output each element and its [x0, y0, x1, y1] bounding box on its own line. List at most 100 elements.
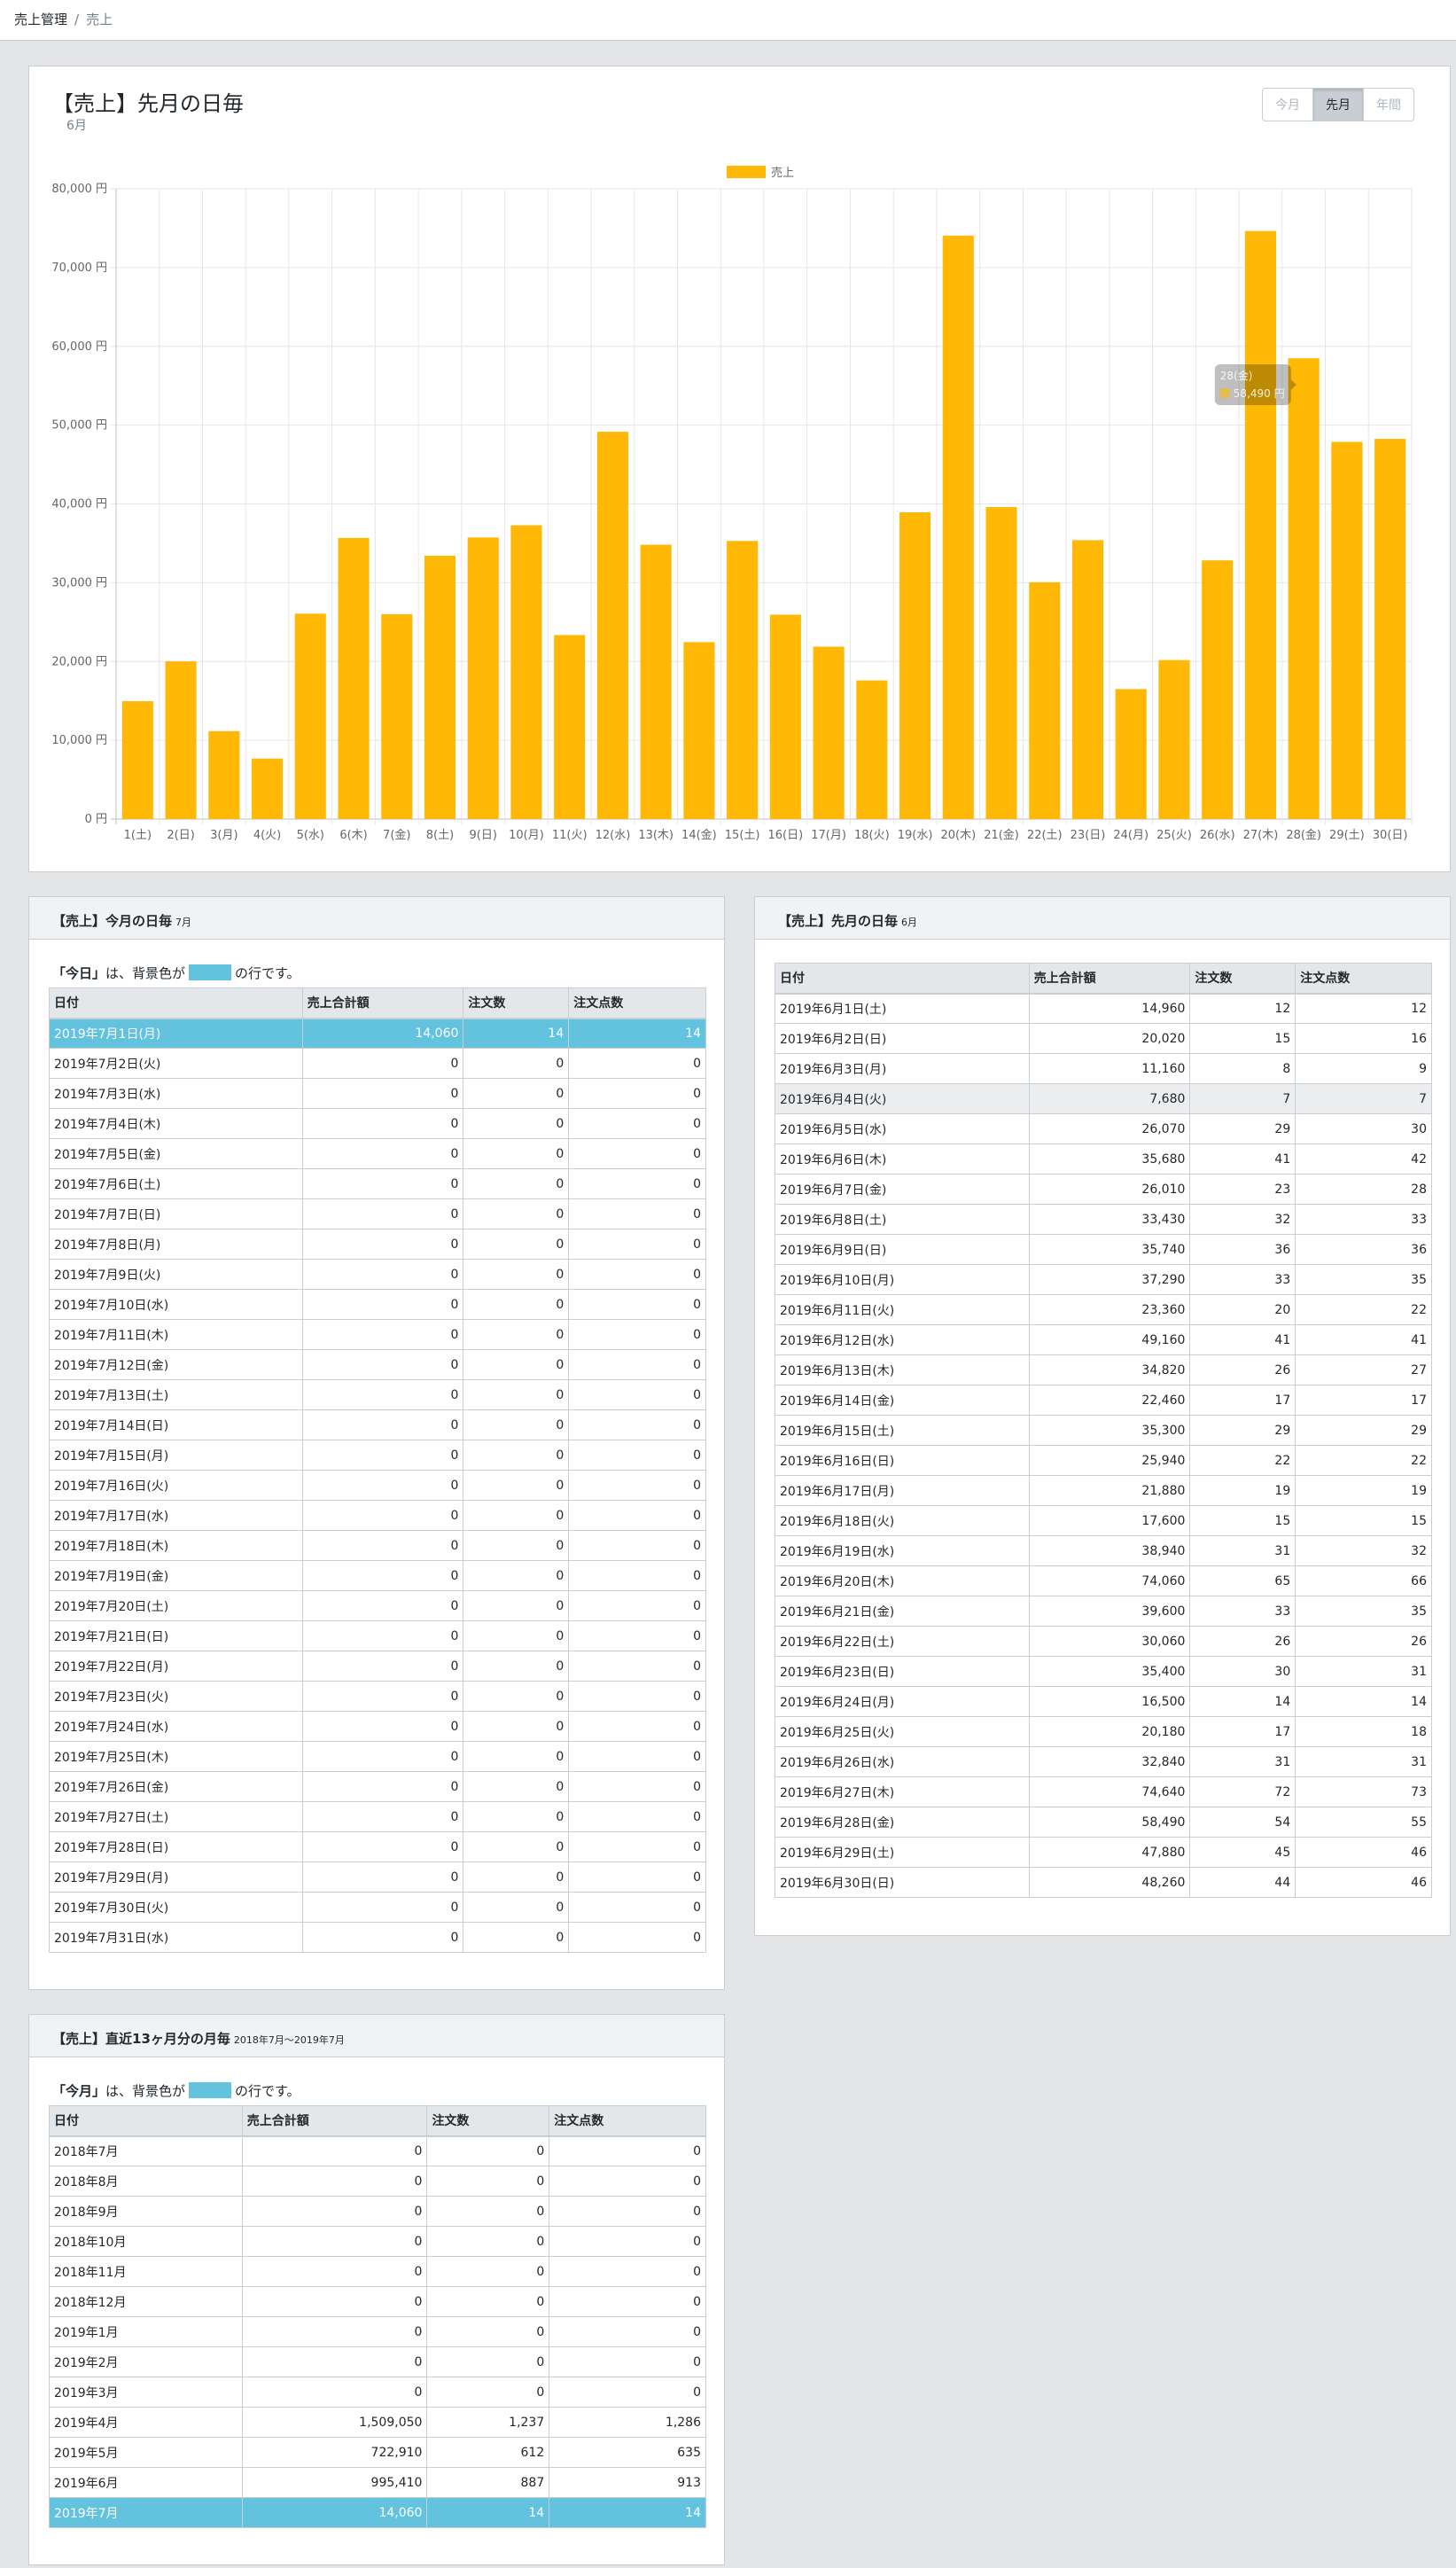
table-row[interactable]: 2019年7月20日(土) 0 0 0	[49, 1590, 706, 1621]
cell-order-count: 0	[463, 1078, 570, 1109]
table-row[interactable]: 2019年7月18日(木) 0 0 0	[49, 1530, 706, 1561]
col-header-sales-total[interactable]: 売上合計額	[301, 987, 464, 1019]
cell-item-count: 73	[1295, 1776, 1432, 1807]
table-row[interactable]: 2019年5月 722,910 612 635	[49, 2437, 706, 2468]
table-row[interactable]: 2019年6月28日(金) 58,490 54 55	[775, 1807, 1432, 1838]
table-row[interactable]: 2019年7月25日(木) 0 0 0	[49, 1741, 706, 1772]
table-row[interactable]: 2019年7月30日(火) 0 0 0	[49, 1892, 706, 1923]
table-row[interactable]: 2019年6月6日(木) 35,680 41 42	[775, 1144, 1432, 1175]
cell-date: 2018年9月	[49, 2196, 243, 2227]
table-row[interactable]: 2019年6月7日(金) 26,010 23 28	[775, 1174, 1432, 1205]
table-row[interactable]: 2019年7月7日(日) 0 0 0	[49, 1198, 706, 1229]
table-row[interactable]: 2019年3月 0 0 0	[49, 2377, 706, 2408]
cell-sales-total: 58,490	[1028, 1807, 1191, 1838]
col-header-item-count[interactable]: 注文点数	[549, 2105, 706, 2137]
col-header-item-count[interactable]: 注文点数	[1295, 963, 1432, 995]
table-row[interactable]: 2019年6月13日(木) 34,820 26 27	[775, 1354, 1432, 1385]
table-row[interactable]: 2019年7月1日(月) 14,060 14 14	[49, 1018, 706, 1049]
table-row[interactable]: 2019年6月3日(月) 11,160 8 9	[775, 1053, 1432, 1084]
col-header-date[interactable]: 日付	[775, 963, 1030, 995]
table-row[interactable]: 2018年7月 0 0 0	[49, 2135, 706, 2166]
table-row[interactable]: 2019年7月19日(金) 0 0 0	[49, 1560, 706, 1591]
table-row[interactable]: 2019年6月30日(日) 48,260 44 46	[775, 1867, 1432, 1898]
table-row[interactable]: 2019年7月5日(金) 0 0 0	[49, 1138, 706, 1169]
table-row[interactable]: 2018年9月 0 0 0	[49, 2196, 706, 2227]
table-row[interactable]: 2019年6月5日(水) 26,070 29 30	[775, 1113, 1432, 1144]
table-row[interactable]: 2019年6月1日(土) 14,960 12 12	[775, 993, 1432, 1024]
bar-4(火)	[252, 758, 284, 819]
table-row[interactable]: 2019年7月26日(金) 0 0 0	[49, 1771, 706, 1802]
table-row[interactable]: 2019年1月 0 0 0	[49, 2316, 706, 2347]
table-row[interactable]: 2019年6月10日(月) 37,290 33 35	[775, 1264, 1432, 1295]
table-row[interactable]: 2019年7月 14,060 14 14	[49, 2497, 706, 2528]
table-row[interactable]: 2019年7月10日(水) 0 0 0	[49, 1289, 706, 1320]
table-row[interactable]: 2019年7月28日(日) 0 0 0	[49, 1831, 706, 1862]
table-row[interactable]: 2019年7月24日(水) 0 0 0	[49, 1711, 706, 1742]
table-row[interactable]: 2019年7月12日(金) 0 0 0	[49, 1349, 706, 1380]
table-row[interactable]: 2019年7月4日(木) 0 0 0	[49, 1108, 706, 1139]
table-row[interactable]: 2019年6月2日(日) 20,020 15 16	[775, 1023, 1432, 1054]
table-row[interactable]: 2019年7月3日(水) 0 0 0	[49, 1078, 706, 1109]
table-row[interactable]: 2019年6月8日(土) 33,430 32 33	[775, 1204, 1432, 1235]
table-row[interactable]: 2019年7月22日(月) 0 0 0	[49, 1651, 706, 1682]
col-header-sales-total[interactable]: 売上合計額	[1028, 963, 1191, 995]
today-note-label: 「今日」	[52, 965, 106, 981]
table-row[interactable]: 2019年7月11日(木) 0 0 0	[49, 1319, 706, 1350]
col-header-sales-total[interactable]: 売上合計額	[241, 2105, 428, 2137]
table-row[interactable]: 2019年7月21日(日) 0 0 0	[49, 1620, 706, 1651]
table-row[interactable]: 2019年6月27日(木) 74,640 72 73	[775, 1776, 1432, 1807]
table-row[interactable]: 2019年7月15日(月) 0 0 0	[49, 1440, 706, 1471]
col-header-order-count[interactable]: 注文数	[1189, 963, 1296, 995]
table-row[interactable]: 2019年6月4日(火) 7,680 7 7	[775, 1083, 1432, 1114]
table-row[interactable]: 2019年7月31日(水) 0 0 0	[49, 1922, 706, 1953]
table-row[interactable]: 2019年6月29日(土) 47,880 45 46	[775, 1837, 1432, 1868]
table-row[interactable]: 2019年6月18日(火) 17,600 15 15	[775, 1505, 1432, 1536]
yearly-button[interactable]: 年間	[1363, 88, 1414, 121]
table-row[interactable]: 2018年8月 0 0 0	[49, 2166, 706, 2197]
table-row[interactable]: 2019年7月14日(日) 0 0 0	[49, 1409, 706, 1440]
table-row[interactable]: 2019年6月25日(火) 20,180 17 18	[775, 1716, 1432, 1747]
table-row[interactable]: 2019年7月17日(水) 0 0 0	[49, 1500, 706, 1531]
col-header-item-count[interactable]: 注文点数	[568, 987, 706, 1019]
table-row[interactable]: 2019年6月21日(金) 39,600 33 35	[775, 1596, 1432, 1627]
table-row[interactable]: 2019年7月29日(月) 0 0 0	[49, 1862, 706, 1893]
table-row[interactable]: 2019年7月16日(火) 0 0 0	[49, 1470, 706, 1501]
table-row[interactable]: 2019年7月2日(火) 0 0 0	[49, 1048, 706, 1079]
table-row[interactable]: 2018年10月 0 0 0	[49, 2226, 706, 2257]
table-row[interactable]: 2019年6月26日(水) 32,840 31 31	[775, 1746, 1432, 1777]
table-row[interactable]: 2019年6月19日(水) 38,940 31 32	[775, 1535, 1432, 1566]
today-note-mid: は、背景色が	[105, 965, 186, 981]
table-row[interactable]: 2019年7月6日(土) 0 0 0	[49, 1168, 706, 1199]
col-header-date[interactable]: 日付	[49, 987, 303, 1019]
table-row[interactable]: 2019年6月14日(金) 22,460 17 17	[775, 1385, 1432, 1416]
this-month-button[interactable]: 今月	[1262, 88, 1313, 121]
table-row[interactable]: 2019年7月13日(土) 0 0 0	[49, 1379, 706, 1410]
table-row[interactable]: 2019年2月 0 0 0	[49, 2346, 706, 2377]
table-row[interactable]: 2019年6月20日(木) 74,060 65 66	[775, 1565, 1432, 1596]
table-row[interactable]: 2019年6月9日(日) 35,740 36 36	[775, 1234, 1432, 1265]
table-row[interactable]: 2019年6月23日(日) 35,400 30 31	[775, 1656, 1432, 1687]
table-row[interactable]: 2019年6月12日(水) 49,160 41 41	[775, 1324, 1432, 1355]
table-row[interactable]: 2019年7月9日(火) 0 0 0	[49, 1259, 706, 1290]
table-row[interactable]: 2019年4月 1,509,050 1,237 1,286	[49, 2407, 706, 2438]
col-header-date[interactable]: 日付	[49, 2105, 243, 2137]
col-header-order-count[interactable]: 注文数	[463, 987, 570, 1019]
table-row[interactable]: 2018年12月 0 0 0	[49, 2286, 706, 2317]
table-row[interactable]: 2018年11月 0 0 0	[49, 2256, 706, 2287]
table-row[interactable]: 2019年6月17日(月) 21,880 19 19	[775, 1475, 1432, 1506]
table-row[interactable]: 2019年6月16日(日) 25,940 22 22	[775, 1445, 1432, 1476]
table-row[interactable]: 2019年7月8日(月) 0 0 0	[49, 1229, 706, 1260]
last-month-button[interactable]: 先月	[1312, 88, 1364, 121]
table-row[interactable]: 2019年6月11日(火) 23,360 20 22	[775, 1294, 1432, 1325]
table-row[interactable]: 2019年6月 995,410 887 913	[49, 2467, 706, 2498]
table-row[interactable]: 2019年7月27日(土) 0 0 0	[49, 1801, 706, 1832]
table-row[interactable]: 2019年6月22日(土) 30,060 26 26	[775, 1626, 1432, 1657]
table-row[interactable]: 2019年6月24日(月) 16,500 14 14	[775, 1686, 1432, 1717]
table-row[interactable]: 2019年7月23日(火) 0 0 0	[49, 1681, 706, 1712]
breadcrumb-root[interactable]: 売上管理	[14, 12, 68, 27]
table-row[interactable]: 2019年6月15日(土) 35,300 29 29	[775, 1415, 1432, 1446]
cell-date: 2019年6月7日(金)	[775, 1174, 1030, 1205]
col-header-order-count[interactable]: 注文数	[426, 2105, 550, 2137]
bar-23(日)	[1071, 540, 1104, 819]
cell-sales-total: 47,880	[1028, 1837, 1191, 1868]
